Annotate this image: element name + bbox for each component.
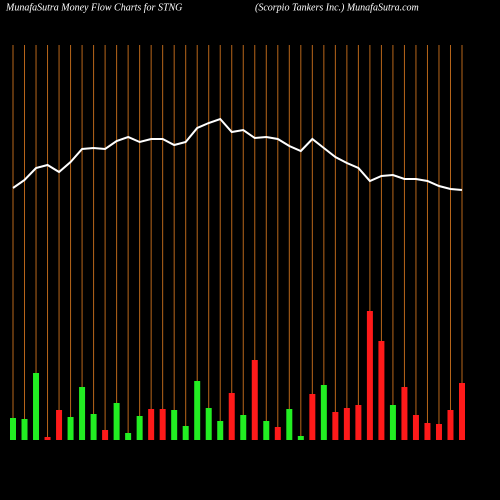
bar [217, 421, 224, 440]
bar [194, 381, 201, 440]
bar [263, 421, 270, 440]
bar [21, 419, 28, 440]
bar [148, 409, 155, 440]
bar [125, 433, 132, 440]
chart-subtitle: (Scorpio Tankers Inc.) MunafaSutra.com [255, 2, 419, 13]
bar [171, 410, 178, 440]
bar [435, 424, 442, 440]
bar [286, 409, 293, 440]
bar [44, 437, 51, 440]
bar [228, 393, 235, 440]
bar [182, 426, 189, 440]
bar [240, 415, 247, 440]
bar [90, 414, 97, 440]
bar [447, 410, 454, 440]
bar [67, 417, 74, 440]
bar [205, 408, 212, 440]
bar [332, 412, 339, 440]
bar [274, 427, 281, 440]
money-flow-line [12, 117, 463, 191]
bar [309, 394, 316, 440]
bar [79, 387, 86, 440]
bar [33, 373, 40, 440]
bar [136, 416, 143, 440]
bar [355, 405, 362, 440]
bar [459, 383, 465, 440]
bar [113, 403, 120, 440]
bar [412, 415, 419, 440]
bar [102, 430, 109, 440]
bar [297, 436, 304, 440]
bar [424, 423, 431, 440]
bar [10, 418, 16, 440]
bar [401, 387, 408, 440]
bar [389, 405, 396, 440]
bar [320, 385, 327, 440]
bar [56, 410, 63, 440]
bar [366, 311, 373, 440]
chart-title: MunafaSutra Money Flow Charts for STNG [5, 2, 182, 13]
bar [378, 341, 385, 440]
bar [343, 408, 350, 440]
bar [251, 360, 258, 440]
bar [159, 409, 166, 440]
